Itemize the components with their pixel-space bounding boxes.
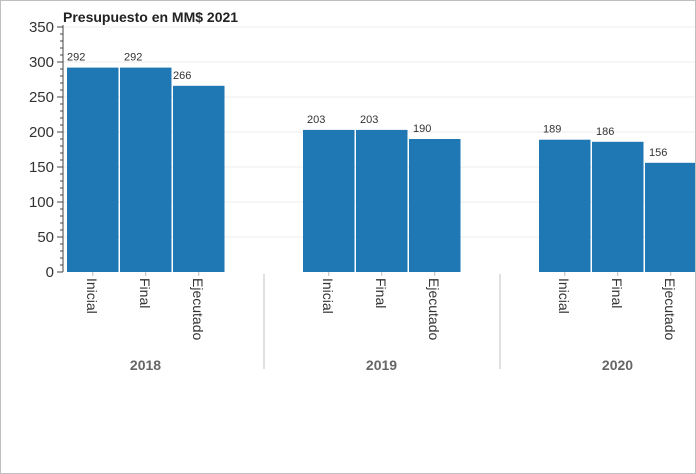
- data-label: 156: [649, 147, 667, 159]
- y-tick-label: 300: [29, 54, 54, 71]
- bar: [173, 85, 225, 272]
- bar: [303, 129, 355, 272]
- group-label: 2019: [366, 357, 397, 373]
- data-label: 292: [67, 52, 85, 64]
- y-tick-label: 0: [46, 264, 54, 281]
- category-label: Final: [609, 278, 625, 308]
- y-tick-label: 100: [29, 194, 54, 211]
- bar: [539, 139, 591, 272]
- y-tick-label: 150: [29, 159, 54, 176]
- category-label: Ejecutado: [662, 278, 678, 340]
- data-labels: 292 292 266 203 203 190 189 186 156: [67, 52, 667, 159]
- group-label: 2018: [130, 357, 161, 373]
- bar: [356, 129, 408, 272]
- bar: [67, 67, 119, 272]
- y-tick-label: 50: [37, 229, 54, 246]
- bar: [645, 162, 695, 272]
- y-tick-label: 350: [29, 19, 54, 36]
- data-label: 203: [307, 114, 325, 126]
- chart-title: Presupuesto en MM$ 2021: [63, 9, 238, 25]
- category-label: Ejecutado: [426, 278, 442, 340]
- x-axis: Inicial Final Ejecutado 2018 Inicial Final Eje…: [84, 272, 678, 373]
- data-label: 203: [360, 114, 378, 126]
- group-label: 2020: [602, 357, 633, 373]
- y-axis: 0 50 100 150 200 250 300 350: [29, 19, 64, 281]
- data-label: 292: [124, 52, 142, 64]
- data-label: 190: [413, 123, 431, 135]
- bar: [409, 139, 461, 272]
- category-label: Inicial: [84, 278, 100, 314]
- y-tick-label: 200: [29, 124, 54, 141]
- data-label: 186: [596, 126, 614, 138]
- bar: [592, 141, 644, 272]
- bar: [120, 67, 172, 272]
- category-label: Ejecutado: [190, 278, 206, 340]
- category-label: Inicial: [320, 278, 336, 314]
- data-label: 266: [173, 70, 191, 82]
- category-label: Inicial: [556, 278, 572, 314]
- data-label: 189: [543, 124, 561, 136]
- y-tick-label: 250: [29, 89, 54, 106]
- category-label: Final: [137, 278, 153, 308]
- bars: [67, 67, 695, 272]
- category-label: Final: [373, 278, 389, 308]
